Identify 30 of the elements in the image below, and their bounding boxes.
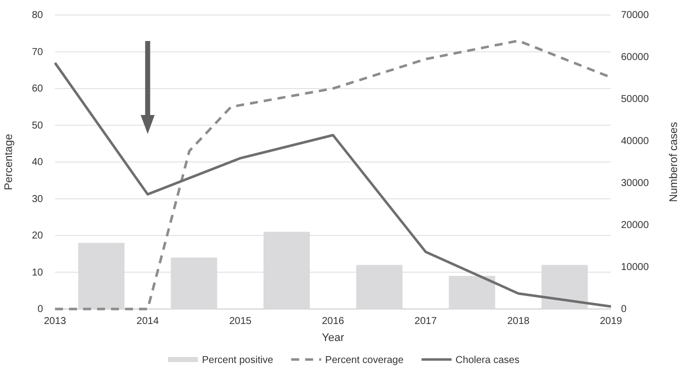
x-axis-title: Year [322,332,344,344]
y-tick-label: 20 [32,230,44,242]
y2-axis-title: Numberof cases [668,121,680,202]
x-tick-label: 2019 [600,316,623,328]
x-tick-label: 2013 [44,316,67,328]
y2-tick-label: 60000 [621,52,650,64]
x-tick-label: 2015 [229,316,252,328]
legend-label: Percent positive [202,355,274,366]
y-tick-label: 40 [32,157,44,168]
x-tick-label: 2018 [507,316,530,328]
x-tick-label: 2014 [136,316,160,328]
y-tick-label: 10 [32,267,44,278]
y2-tick-label: 50000 [621,94,650,106]
y-tick-label: 30 [32,194,44,205]
y-tick-label: 0 [37,304,44,316]
y-tick-label: 50 [32,120,44,132]
y2-tick-label: 70000 [621,10,650,22]
y2-tick-label: 20000 [621,220,650,232]
y-tick-label: 60 [32,84,44,95]
y2-tick-label: 0 [621,304,627,316]
legend-label: Percent coverage [325,355,404,366]
y2-tick-label: 10000 [621,262,650,274]
x-tick-label: 2017 [414,316,438,328]
y2-tick-label: 40000 [621,136,650,148]
x-tick-label: 2016 [322,316,345,328]
y-axis-title: Percentage [3,134,15,190]
y-tick-label: 80 [32,10,44,22]
legend-label: Cholera cases [456,355,520,366]
y2-tick-label: 30000 [621,178,650,190]
y-tick-label: 70 [32,46,44,58]
